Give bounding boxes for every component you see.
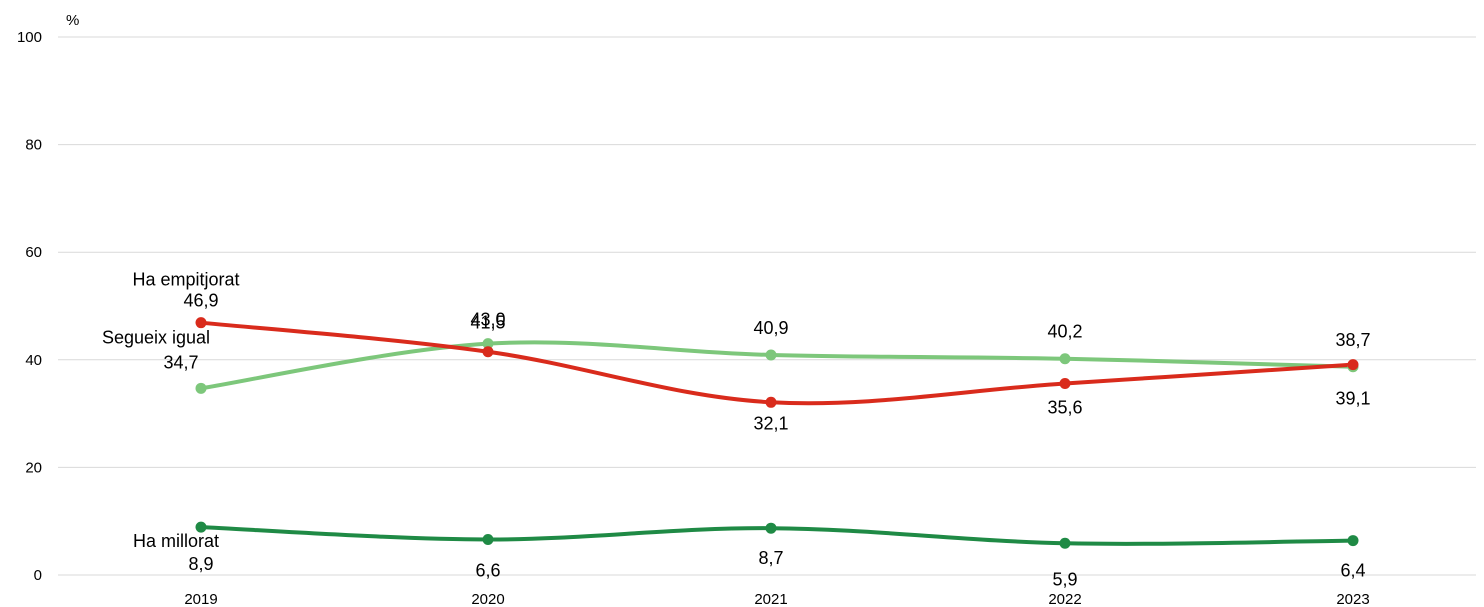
- data-point-ha-millorat: [482, 533, 494, 545]
- x-tick-label: 2019: [184, 591, 217, 607]
- data-label-segueix-igual: 40,2: [1047, 322, 1082, 342]
- y-tick-label: 60: [25, 244, 42, 261]
- data-point-segueix-igual: [765, 349, 777, 361]
- data-label-ha-empitjorat: 35,6: [1047, 397, 1082, 417]
- data-point-ha-empitjorat: [482, 346, 494, 358]
- y-tick-label: 100: [17, 29, 42, 46]
- data-point-ha-millorat: [1347, 535, 1359, 547]
- data-point-ha-empitjorat: [1347, 359, 1359, 371]
- y-tick-label: 80: [25, 137, 42, 154]
- gridlines: [58, 36, 1476, 576]
- y-tick-label: 20: [25, 459, 42, 476]
- data-label-ha-millorat: 8,9: [188, 554, 213, 574]
- data-point-ha-empitjorat: [195, 317, 207, 329]
- series-label-segueix-igual: Segueix igual: [102, 327, 210, 347]
- data-point-ha-millorat: [195, 521, 207, 533]
- x-axis-ticks: 2019 2020 2021 2022 2023: [184, 591, 1369, 607]
- data-label-ha-empitjorat: 32,1: [753, 413, 788, 433]
- series-line-ha-millorat: [199, 525, 1355, 546]
- data-label-ha-empitjorat: 41,5: [470, 313, 505, 333]
- data-label-ha-empitjorat: 46,9: [183, 291, 218, 311]
- data-label-segueix-igual: 38,7: [1335, 330, 1370, 350]
- data-label-segueix-igual: 43,0: [470, 310, 505, 330]
- x-tick-label: 2023: [1336, 591, 1369, 607]
- data-label-ha-empitjorat: 39,1: [1335, 389, 1370, 409]
- y-tick-label: 40: [25, 352, 42, 369]
- data-point-segueix-igual: [1059, 353, 1071, 365]
- data-label-ha-millorat: 6,4: [1340, 561, 1365, 581]
- data-point-ha-empitjorat: [765, 396, 777, 408]
- x-tick-label: 2022: [1048, 591, 1081, 607]
- series-points: [195, 317, 1359, 549]
- data-point-ha-millorat: [765, 522, 777, 534]
- data-point-segueix-igual: [195, 382, 207, 394]
- data-label-segueix-igual: 34,7: [163, 352, 198, 372]
- y-tick-label: 0: [34, 567, 42, 584]
- data-labels: 46,9 41,5 32,1 35,6 39,1 34,7 43,0 40,9 40,2 38,7…: [163, 291, 1370, 590]
- series-labels: Ha empitjorat Segueix igual Ha millorat: [102, 270, 240, 551]
- data-label-ha-millorat: 5,9: [1052, 569, 1077, 589]
- data-label-ha-millorat: 8,7: [758, 548, 783, 568]
- data-point-segueix-igual: [482, 338, 494, 350]
- y-axis-ticks: 0 20 40 60 80 100: [17, 29, 42, 584]
- data-label-segueix-igual: 40,9: [753, 318, 788, 338]
- series-line-segueix-igual: [199, 340, 1355, 391]
- y-axis-unit-label: %: [66, 12, 79, 29]
- data-label-ha-millorat: 6,6: [475, 560, 500, 580]
- data-point-ha-empitjorat: [1059, 377, 1071, 389]
- x-tick-label: 2021: [754, 591, 787, 607]
- series-label-ha-empitjorat: Ha empitjorat: [132, 270, 239, 290]
- x-tick-label: 2020: [471, 591, 504, 607]
- series-label-ha-millorat: Ha millorat: [133, 531, 219, 551]
- data-point-ha-millorat: [1059, 537, 1071, 549]
